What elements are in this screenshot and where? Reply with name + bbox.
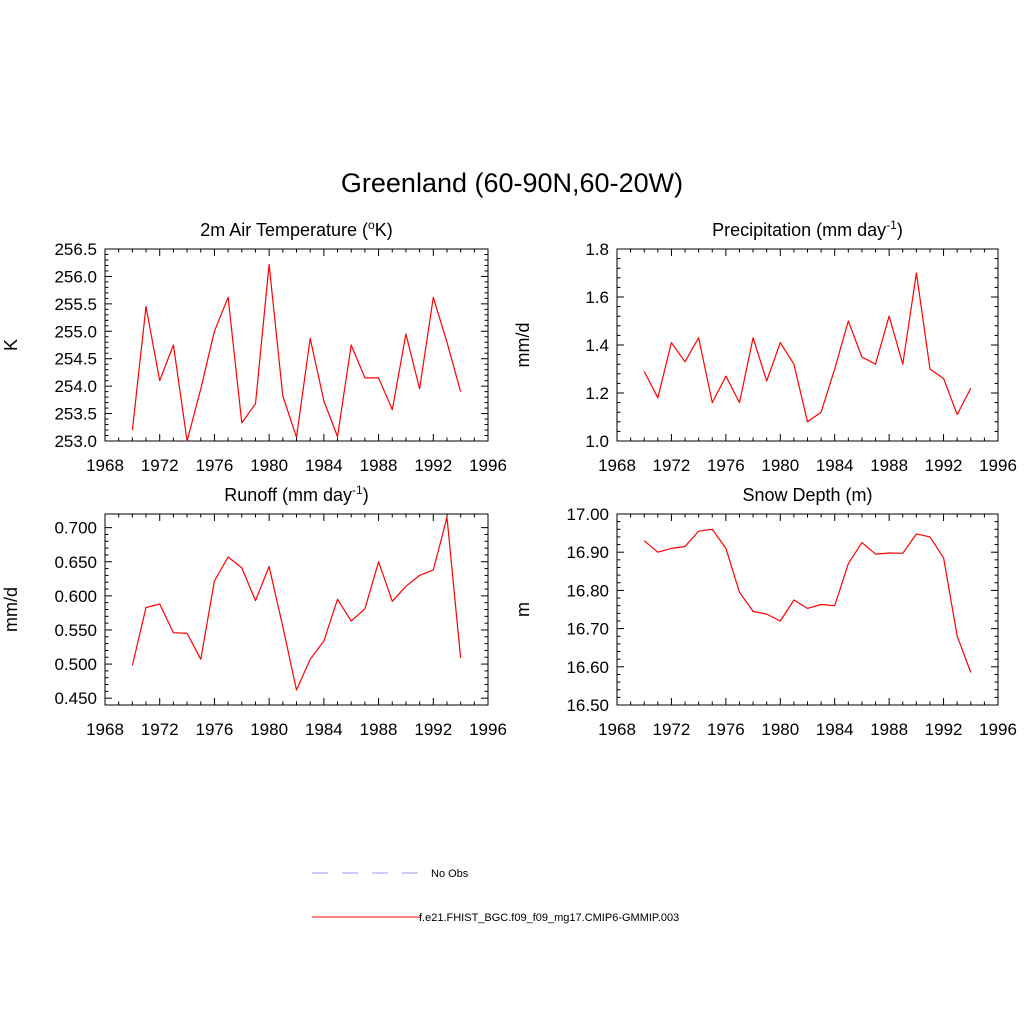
legend: No Obs f.e21.FHIST_BGC.f09_f09_mg17.CMIP… <box>312 868 679 924</box>
x-tick-label: 1996 <box>469 456 507 475</box>
x-tick-label: 1976 <box>707 720 745 739</box>
y-tick-label: 0.500 <box>54 655 97 674</box>
x-tick-label: 1996 <box>469 720 507 739</box>
y-tick-label: 16.70 <box>566 620 609 639</box>
panel-runoff: 1968 1972 1976 1980 1984 1988 1992 1996 0.450 0.5… <box>1 483 507 739</box>
y-axis-label: mm/d <box>1 587 21 632</box>
x-tick-label: 1992 <box>414 720 452 739</box>
y-tick-label: 1.6 <box>585 288 609 307</box>
panel-snow-depth: 1968 1972 1976 1980 1984 1988 1992 1996 16.50 16.… <box>513 485 1017 739</box>
series-line-air-temperature <box>131 263 462 442</box>
panel-title: 2m Air Temperature (oK) <box>200 218 392 240</box>
x-tick-label: 1972 <box>141 720 179 739</box>
series-line-runoff <box>131 516 462 691</box>
x-tick-label: 1984 <box>816 456 854 475</box>
x-tick-label: 1996 <box>979 456 1017 475</box>
panel-air-temperature: 1968 1972 1976 1980 1984 1988 1992 1996 253.0 253… <box>1 218 507 475</box>
y-tick-label: 255.0 <box>54 322 97 341</box>
x-tick-label: 1968 <box>598 456 636 475</box>
x-tick-label: 1968 <box>598 720 636 739</box>
y-axis-label: m <box>513 602 533 617</box>
x-tick-label: 1976 <box>196 456 234 475</box>
y-tick-label: 0.550 <box>54 621 97 640</box>
y-tick-label: 16.50 <box>566 696 609 715</box>
y-tick-label: 0.650 <box>54 553 97 572</box>
y-axis-label: K <box>1 339 21 351</box>
x-tick-label: 1984 <box>816 720 854 739</box>
y-tick-label: 16.90 <box>566 543 609 562</box>
x-tick-label: 1980 <box>250 456 288 475</box>
series-line-snow-depth <box>643 528 972 673</box>
x-tick-label: 1988 <box>360 720 398 739</box>
x-tick-label: 1988 <box>360 456 398 475</box>
y-tick-label: 16.60 <box>566 658 609 677</box>
x-tick-label: 1968 <box>86 456 124 475</box>
y-tick-label: 0.600 <box>54 587 97 606</box>
x-tick-label: 1984 <box>305 720 343 739</box>
x-tick-label: 1980 <box>761 720 799 739</box>
panel-precipitation: 1968 1972 1976 1980 1984 1988 1992 1996 1.0 1.2 1.… <box>513 218 1017 475</box>
panel-title: Precipitation (mm day-1) <box>712 218 903 240</box>
x-tick-label: 1972 <box>653 456 691 475</box>
panel-title: Runoff (mm day-1) <box>224 483 368 505</box>
x-tick-label: 1988 <box>870 456 908 475</box>
x-tick-label: 1968 <box>86 720 124 739</box>
y-tick-label: 256.0 <box>54 267 97 286</box>
x-tick-label: 1976 <box>707 456 745 475</box>
y-tick-label: 1.2 <box>585 384 609 403</box>
y-tick-label: 254.0 <box>54 377 97 396</box>
y-tick-label: 16.80 <box>566 581 609 600</box>
series-line-precipitation <box>643 272 972 423</box>
plot-frame-snow-depth <box>616 513 999 706</box>
y-tick-label: 253.5 <box>54 405 97 424</box>
y-tick-label: 0.450 <box>54 689 97 708</box>
x-tick-label: 1992 <box>925 720 963 739</box>
figure-title: Greenland (60-90N,60-20W) <box>340 168 684 198</box>
x-tick-label: 1980 <box>761 456 799 475</box>
panel-title: Snow Depth (m) <box>742 485 872 505</box>
x-tick-label: 1984 <box>305 456 343 475</box>
x-tick-label: 1992 <box>925 456 963 475</box>
x-tick-label: 1992 <box>414 456 452 475</box>
y-tick-label: 1.8 <box>585 240 609 259</box>
y-tick-label: 253.0 <box>54 432 97 451</box>
x-tick-label: 1976 <box>196 720 234 739</box>
x-tick-label: 1980 <box>250 720 288 739</box>
x-tick-label: 1996 <box>979 720 1017 739</box>
legend-label-model: f.e21.FHIST_BGC.f09_f09_mg17.CMIP6-GMMIP… <box>419 912 679 924</box>
y-axis-label: mm/d <box>513 323 533 368</box>
y-tick-label: 255.5 <box>54 295 97 314</box>
x-tick-label: 1988 <box>870 720 908 739</box>
y-tick-label: 256.5 <box>54 240 97 259</box>
y-tick-label: 0.700 <box>54 519 97 538</box>
x-tick-label: 1972 <box>141 456 179 475</box>
y-tick-label: 1.0 <box>585 432 609 451</box>
x-tick-label: 1972 <box>653 720 691 739</box>
y-tick-label: 1.4 <box>585 336 609 355</box>
plot-frame-air-temperature <box>104 248 489 442</box>
y-tick-label: 254.5 <box>54 350 97 369</box>
y-tick-label: 17.00 <box>566 505 609 524</box>
legend-label-no-obs: No Obs <box>431 868 469 880</box>
plot-frame-precipitation <box>616 248 999 442</box>
